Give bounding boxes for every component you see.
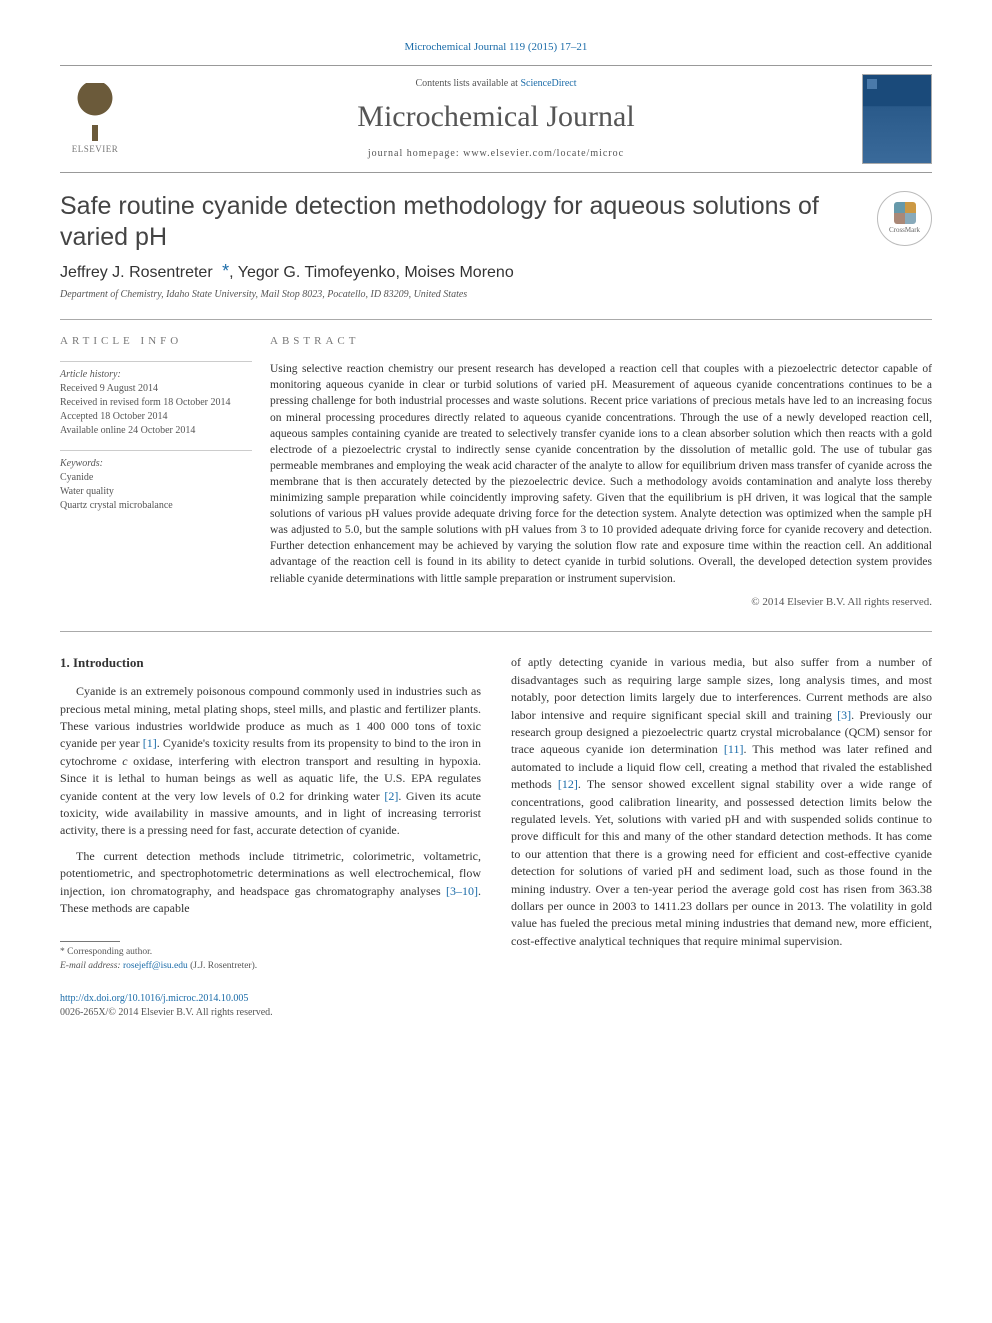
keyword-2: Water quality	[60, 485, 252, 499]
article-info-heading: ARTICLE INFO	[60, 334, 252, 349]
info-abstract-row: ARTICLE INFO Article history: Received 9…	[60, 319, 932, 609]
body-para-l1: Cyanide is an extremely poisonous compou…	[60, 683, 481, 840]
elsevier-tree-icon	[70, 83, 120, 133]
journal-homepage: journal homepage: www.elsevier.com/locat…	[130, 147, 862, 161]
page-root: Microchemical Journal 119 (2015) 17–21 E…	[0, 0, 992, 1061]
body-left-column: 1. Introduction Cyanide is an extremely …	[60, 654, 481, 1020]
corresponding-email-link[interactable]: rosejeff@isu.edu	[123, 961, 188, 971]
running-header-link[interactable]: Microchemical Journal 119 (2015) 17–21	[405, 41, 588, 53]
body-columns: 1. Introduction Cyanide is an extremely …	[60, 654, 932, 1020]
keyword-1: Cyanide	[60, 471, 252, 485]
affiliation: Department of Chemistry, Idaho State Uni…	[60, 288, 932, 302]
body-para-l2: The current detection methods include ti…	[60, 848, 481, 918]
author-1: Jeffrey J. Rosentreter	[60, 264, 213, 281]
article-title: Safe routine cyanide detection methodolo…	[60, 191, 863, 254]
history-label: Article history:	[60, 368, 252, 382]
keywords-block: Keywords: Cyanide Water quality Quartz c…	[60, 450, 252, 513]
homepage-url[interactable]: www.elsevier.com/locate/microc	[463, 148, 624, 159]
authors-line: Jeffrey J. Rosentreter *, Yegor G. Timof…	[60, 259, 932, 284]
journal-name: Microchemical Journal	[130, 97, 862, 138]
email-label: E-mail address:	[60, 961, 121, 971]
citation-link[interactable]: [11]	[724, 742, 744, 756]
body-para-r1: of aptly detecting cyanide in various me…	[511, 654, 932, 950]
keywords-label: Keywords:	[60, 457, 252, 471]
crossmark-icon	[894, 202, 916, 224]
citation-link[interactable]: [2]	[384, 789, 398, 803]
history-line-2: Received in revised form 18 October 2014	[60, 396, 252, 410]
history-line-1: Received 9 August 2014	[60, 382, 252, 396]
history-line-3: Accepted 18 October 2014	[60, 410, 252, 424]
abstract-column: ABSTRACT Using selective reaction chemis…	[270, 334, 932, 609]
elsevier-logo: ELSEVIER	[60, 79, 130, 159]
title-row: Safe routine cyanide detection methodolo…	[60, 191, 932, 254]
citation-link[interactable]: [12]	[558, 777, 578, 791]
divider	[60, 631, 932, 632]
contents-list-line: Contents lists available at ScienceDirec…	[130, 77, 862, 91]
keyword-3: Quartz crystal microbalance	[60, 499, 252, 513]
article-history-block: Article history: Received 9 August 2014 …	[60, 361, 252, 438]
homepage-label: journal homepage:	[368, 148, 463, 159]
abstract-heading: ABSTRACT	[270, 334, 932, 349]
author-2: Yegor G. Timofeyenko	[238, 264, 396, 281]
section-heading-intro: 1. Introduction	[60, 654, 481, 673]
citation-link[interactable]: [3]	[837, 708, 851, 722]
crossmark-badge[interactable]: CrossMark	[877, 191, 932, 246]
corresponding-label: * Corresponding author.	[60, 946, 481, 960]
article-info-column: ARTICLE INFO Article history: Received 9…	[60, 334, 270, 609]
issn-line: 0026-265X/© 2014 Elsevier B.V. All right…	[60, 1006, 481, 1021]
history-line-4: Available online 24 October 2014	[60, 424, 252, 438]
abstract-copyright: © 2014 Elsevier B.V. All rights reserved…	[270, 595, 932, 610]
author-3: Moises Moreno	[404, 264, 513, 281]
email-owner: (J.J. Rosentreter).	[190, 961, 257, 971]
footnote-separator	[60, 941, 120, 942]
citation-link[interactable]: [3–10]	[446, 884, 478, 898]
sciencedirect-link[interactable]: ScienceDirect	[520, 78, 576, 89]
corresponding-footnote: * Corresponding author. E-mail address: …	[60, 946, 481, 974]
abstract-text: Using selective reaction chemistry our p…	[270, 361, 932, 586]
header-center: Contents lists available at ScienceDirec…	[130, 77, 862, 161]
citation-link[interactable]: [1]	[143, 736, 157, 750]
journal-cover-thumbnail	[862, 74, 932, 164]
doi-footer: http://dx.doi.org/10.1016/j.microc.2014.…	[60, 992, 481, 1021]
doi-link[interactable]: http://dx.doi.org/10.1016/j.microc.2014.…	[60, 993, 248, 1004]
elsevier-label: ELSEVIER	[72, 143, 119, 155]
crossmark-label: CrossMark	[889, 226, 920, 235]
running-header: Microchemical Journal 119 (2015) 17–21	[60, 40, 932, 55]
corresponding-asterisk: *	[217, 261, 229, 281]
journal-header: ELSEVIER Contents lists available at Sci…	[60, 65, 932, 173]
contents-prefix: Contents lists available at	[415, 78, 520, 89]
body-right-column: of aptly detecting cyanide in various me…	[511, 654, 932, 1020]
